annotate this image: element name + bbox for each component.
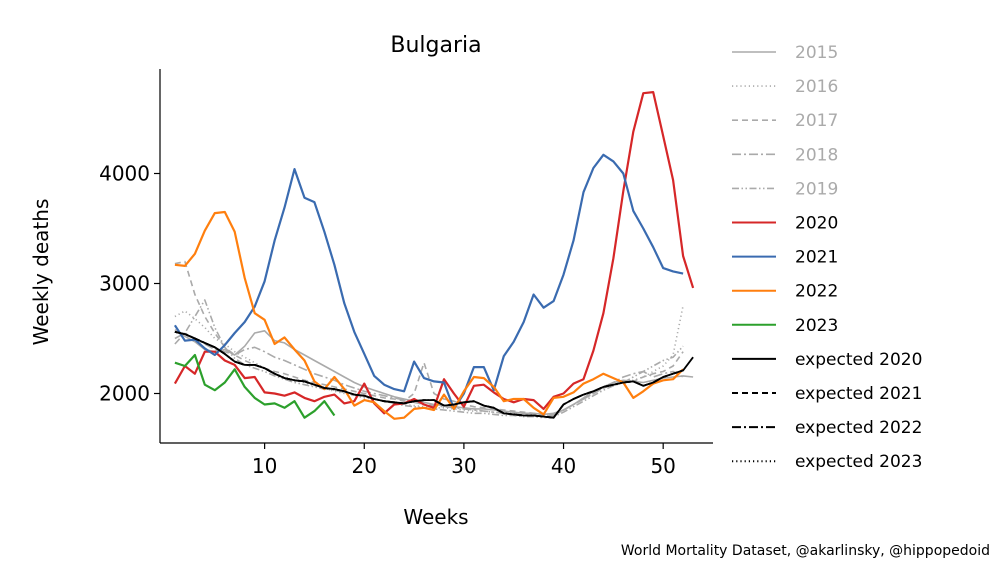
- legend-label-2019: 2019: [795, 179, 838, 199]
- legend-label-expected-2020: expected 2020: [795, 350, 922, 370]
- x-tick-label: 20: [352, 454, 377, 478]
- legend-label-2018: 2018: [795, 145, 838, 165]
- legend-label-2021: 2021: [795, 248, 838, 268]
- series-line-2021: [173, 153, 684, 410]
- x-tick-label: 40: [551, 454, 576, 478]
- chart-title: Bulgaria: [390, 33, 481, 58]
- x-axis-ticks: 10 20 30 40 50: [252, 443, 676, 478]
- series-line-2020: [173, 90, 695, 415]
- legend-label-2017: 2017: [795, 111, 838, 131]
- legend-label-2023: 2023: [795, 316, 838, 336]
- x-tick-label: 10: [252, 454, 277, 478]
- y-tick-label: 4000: [99, 162, 150, 186]
- x-tick-label: 50: [650, 454, 675, 478]
- legend: 2015 2016 2017 2018 2019 2020 2021 2022 2023 expe…: [732, 43, 922, 472]
- legend-label-2016: 2016: [795, 77, 838, 97]
- x-tick-label: 30: [451, 454, 476, 478]
- series-line-2023: [174, 353, 336, 419]
- legend-label-expected-2021: expected 2021: [795, 384, 922, 404]
- y-axis-ticks: 2000 3000 4000: [99, 162, 160, 406]
- plot-area: [173, 90, 695, 420]
- legend-label-2015: 2015: [795, 43, 838, 63]
- y-axis-label: Weekly deaths: [29, 199, 53, 346]
- x-axis-label: Weeks: [403, 505, 468, 529]
- legend-label-expected-2022: expected 2022: [795, 418, 922, 438]
- source-credit: World Mortality Dataset, @akarlinsky, @h…: [621, 543, 990, 559]
- y-tick-label: 3000: [99, 272, 150, 296]
- legend-label-2020: 2020: [795, 214, 838, 234]
- legend-label-expected-2023: expected 2023: [795, 452, 922, 472]
- legend-label-2022: 2022: [795, 282, 838, 302]
- y-tick-label: 2000: [99, 382, 150, 406]
- series-line-2022: [174, 210, 684, 420]
